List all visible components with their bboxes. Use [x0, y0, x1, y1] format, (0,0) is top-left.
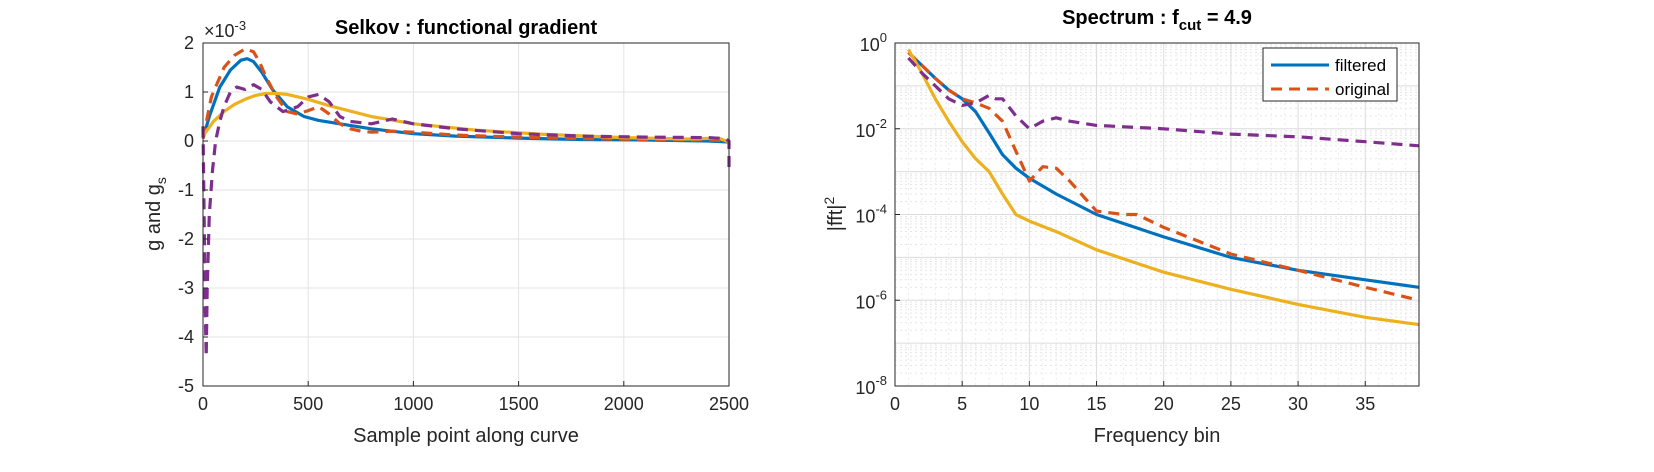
spectrum-y-tick-base: 10: [855, 121, 875, 141]
spectrum-y-tick-exponent: -8: [875, 373, 887, 388]
spectrum-y-tick-base: 10: [855, 292, 875, 312]
spectrum-title-sub: cut: [1179, 17, 1202, 34]
spectrum-y-tick-label: 10-8: [855, 373, 887, 398]
gradient-y-axis-label-sub: s: [153, 177, 169, 184]
gradient-x-tick-label: 1000: [393, 394, 433, 414]
gradient-y-tick-label: -2: [178, 229, 194, 249]
gradient-series-line-1: [201, 57, 730, 144]
spectrum-x-tick-label: 35: [1355, 394, 1375, 414]
gradient-ticks: 0 500 1000 1500 2000 2500 2 1 0 -1 -2 -3 -4 -5: [178, 33, 749, 414]
spectrum-y-axis-label-main: |fft|: [825, 205, 847, 232]
gradient-y-axis-label-main: g and g: [143, 184, 165, 251]
spectrum-x-axis-label: Frequency bin: [1094, 425, 1221, 447]
legend-box: [1262, 47, 1398, 102]
spectrum-x-tick-label: 30: [1288, 394, 1308, 414]
gradient-series-line-2: [201, 47, 730, 143]
spectrum-title-main: Spectrum : f: [1062, 7, 1179, 29]
gradient-x-tick-label: 2500: [709, 394, 749, 414]
gradient-y-tick-label: -1: [178, 180, 194, 200]
spectrum-grid: [894, 42, 1419, 387]
gradient-y-tick-label: -5: [178, 376, 194, 396]
spectrum-y-tick-label: 10-6: [855, 287, 887, 312]
gradient-y-axis-label: g and gs: [143, 177, 169, 251]
spectrum-x-tick-label: 0: [890, 394, 900, 414]
gradient-x-tick-label: 0: [198, 394, 208, 414]
spectrum-x-tick-label: 15: [1087, 394, 1107, 414]
spectrum-legend: filtered original: [1262, 47, 1398, 102]
spectrum-x-tick-label: 25: [1221, 394, 1241, 414]
legend-label-filtered: filtered: [1335, 56, 1386, 75]
spectrum-series-line-4: [907, 56, 1420, 148]
spectrum-x-tick-label: 10: [1019, 394, 1039, 414]
gradient-y-exponent-power: -3: [235, 18, 247, 33]
gradient-y-exponent: ×10-3: [204, 18, 246, 41]
gradient-y-exponent-prefix: ×10: [204, 21, 235, 41]
spectrum-y-axis-label-sup: 2: [821, 197, 837, 205]
spectrum-y-tick-base: 10: [855, 378, 875, 398]
spectrum-y-tick-exponent: -4: [875, 202, 887, 217]
spectrum-series-line-1: [907, 51, 1420, 289]
gradient-y-tick-label: 1: [184, 82, 194, 102]
spectrum-y-tick-exponent: -2: [875, 116, 887, 131]
spectrum-y-tick-label: 100: [860, 30, 887, 55]
spectrum-series-line-3: [907, 48, 1420, 327]
gradient-x-axis-label: Sample point along curve: [353, 425, 579, 447]
gradient-series: [201, 47, 731, 359]
gradient-y-tick-label: 2: [184, 33, 194, 53]
gradient-x-tick-label: 2000: [604, 394, 644, 414]
legend-label-original: original: [1335, 80, 1390, 99]
spectrum-y-axis-label: |fft|2: [821, 197, 847, 232]
gradient-axes: 0 500 1000 1500 2000 2500 2 1 0 -1 -2 -3 -4 -5 Selkov…: [143, 17, 749, 447]
gradient-axes-box: [202, 42, 730, 387]
spectrum-y-tick-exponent: -6: [875, 287, 887, 302]
gradient-y-tick-label: -3: [178, 278, 194, 298]
spectrum-y-tick-base: 10: [860, 35, 880, 55]
spectrum-series: [907, 48, 1420, 327]
gradient-x-tick-label: 500: [293, 394, 323, 414]
gradient-plot-area: [203, 43, 729, 386]
gradient-x-tick-label: 1500: [499, 394, 539, 414]
spectrum-x-tick-label: 20: [1154, 394, 1174, 414]
spectrum-x-tick-label: 5: [957, 394, 967, 414]
spectrum-title: Spectrum : fcut = 4.9: [1062, 7, 1252, 34]
gradient-y-tick-label: -4: [178, 327, 194, 347]
spectrum-y-tick-base: 10: [855, 207, 875, 227]
gradient-series-line-4: [201, 83, 731, 359]
spectrum-y-tick-label: 10-4: [855, 202, 887, 227]
spectrum-title-tail: = 4.9: [1201, 7, 1252, 29]
spectrum-y-tick-exponent: 0: [880, 30, 887, 45]
gradient-y-tick-label: 0: [184, 131, 194, 151]
spectrum-series-line-2: [907, 51, 1420, 302]
gradient-title: Selkov : functional gradient: [335, 17, 598, 39]
spectrum-y-tick-label: 10-2: [855, 116, 887, 141]
